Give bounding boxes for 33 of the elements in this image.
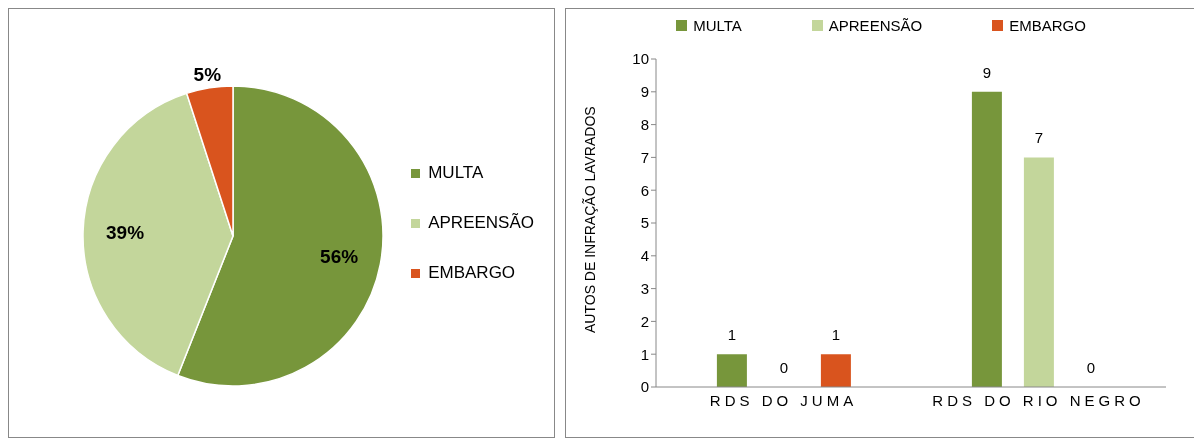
data-label: 1 [831,326,841,344]
data-label: 0 [779,358,789,376]
x-tick-label: RDS DO JUMA [709,391,858,409]
y-tick-label: 4 [640,247,649,265]
y-tick-label: 5 [640,214,649,232]
y-axis-title: AUTOS DE INFRAÇÃO LAVRADOS [581,106,598,333]
y-tick-label: 6 [640,181,649,199]
data-label: 1 [727,326,737,344]
legend-label: MULTA [428,163,484,183]
legend-label: APREENSÃO [428,213,534,233]
bar [820,354,851,387]
y-tick-label: 8 [640,115,649,133]
data-label: 56% [320,245,359,267]
data-label: 0 [1086,358,1096,376]
bar [716,354,747,387]
x-tick-label: RDS DO RIO NEGRO [932,391,1145,409]
data-label: 9 [982,63,992,81]
y-tick-label: 1 [640,345,649,363]
y-tick-label: 2 [640,312,649,330]
data-label: 5% [193,63,222,85]
bar [971,91,1002,387]
y-tick-label: 7 [640,148,649,166]
legend-label: APREENSÃO [828,17,923,34]
y-tick-label: 3 [640,279,649,297]
legend-label: MULTA [693,17,742,34]
y-tick-label: 10 [632,50,649,68]
legend-label: EMBARGO [1009,17,1086,34]
y-tick-label: 9 [640,83,649,101]
y-tick-label: 0 [640,378,649,396]
legend-label: EMBARGO [428,263,516,283]
bar [1023,157,1054,387]
data-label: 7 [1034,129,1044,147]
data-label: 39% [106,222,145,244]
